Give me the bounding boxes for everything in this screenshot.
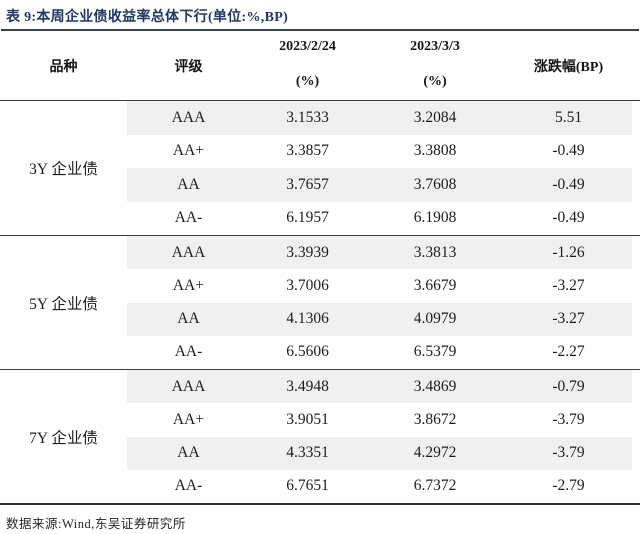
rating-cell: AAA: [171, 108, 206, 126]
data-source-note: 数据来源:Wind,东吴证券研究所: [6, 517, 186, 531]
prev-yield-cell: 6.1957: [286, 209, 329, 227]
table-row: AA 3.7657 3.7608 -0.49: [127, 168, 632, 202]
rating-cell: AA-: [174, 343, 203, 361]
change-bp-cell: -1.26: [552, 243, 585, 261]
prev-yield-cell: 4.3351: [286, 444, 329, 462]
header-date1-value: 2023/2/24: [279, 39, 336, 54]
group-rows: AAA 3.4948 3.4869 -0.79 AA+ 3.9051 3.8672 -3.79…: [127, 370, 640, 503]
curr-yield-cell: 3.3813: [413, 243, 457, 261]
table-row: AAA 3.1533 3.2084 5.51: [127, 101, 632, 135]
table-row: AA+ 3.7006 3.6679 -3.27: [127, 269, 632, 302]
table-row: AA- 6.1957 6.1908 -0.49: [127, 202, 632, 236]
table-header: 品种 评级 2023/2/24 (%) 2023/3/3 (%) 涨跌幅(BP): [0, 31, 640, 101]
bond-group: 3Y 企业债 AAA 3.1533 3.2084 5.51 AA+ 3.3857 3.3808…: [0, 101, 640, 235]
prev-yield-cell: 3.9051: [286, 410, 329, 428]
change-bp-cell: -3.79: [552, 444, 585, 462]
rating-cell: AA+: [172, 142, 205, 160]
variety-label: 7Y 企业债: [0, 370, 127, 503]
table-row: AA- 6.7651 6.7372 -2.79: [127, 470, 632, 503]
table-row: AA 4.1306 4.0979 -3.27: [127, 302, 632, 336]
prev-yield-cell: 3.3857: [286, 142, 329, 160]
curr-yield-cell: 4.2972: [413, 444, 457, 462]
bottom-divider: [0, 503, 640, 505]
header-date1-unit: (%): [295, 74, 320, 89]
change-bp-cell: -0.49: [552, 175, 585, 193]
group-rows: AAA 3.3939 3.3813 -1.26 AA+ 3.7006 3.6679 -3.27…: [127, 236, 640, 369]
change-bp-cell: -3.27: [552, 276, 585, 294]
curr-yield-cell: 3.4869: [413, 377, 457, 395]
change-bp-cell: -0.49: [552, 209, 585, 227]
rating-cell: AA: [177, 444, 200, 462]
table-row: AA- 6.5606 6.5379 -2.27: [127, 336, 632, 369]
table-row: AAA 3.3939 3.3813 -1.26: [127, 236, 632, 270]
bond-group: 7Y 企业债 AAA 3.4948 3.4869 -0.79 AA+ 3.9051 3.867…: [0, 369, 640, 503]
rating-cell: AA+: [172, 410, 205, 428]
curr-yield-cell: 6.5379: [413, 343, 457, 361]
variety-label: 3Y 企业债: [0, 101, 127, 235]
change-bp-cell: -3.79: [552, 410, 585, 428]
bond-group: 5Y 企业债 AAA 3.3939 3.3813 -1.26 AA+ 3.7006 3.667…: [0, 235, 640, 369]
prev-yield-cell: 6.5606: [286, 343, 329, 361]
change-bp-cell: -2.27: [552, 343, 585, 361]
variety-label: 5Y 企业债: [0, 236, 127, 369]
table-row: AA 4.3351 4.2972 -3.79: [127, 436, 632, 470]
rating-cell: AAA: [171, 377, 206, 395]
prev-yield-cell: 3.4948: [286, 377, 329, 395]
header-variety: 品种: [49, 59, 78, 75]
curr-yield-cell: 3.3808: [413, 142, 457, 160]
prev-yield-cell: 4.1306: [286, 310, 329, 328]
header-change: 涨跌幅(BP): [533, 59, 604, 75]
prev-yield-cell: 3.7657: [286, 175, 329, 193]
change-bp-cell: 5.51: [554, 108, 583, 126]
curr-yield-cell: 3.6679: [413, 276, 457, 294]
prev-yield-cell: 3.7006: [286, 276, 329, 294]
rating-cell: AA: [177, 310, 200, 328]
prev-yield-cell: 3.3939: [286, 243, 329, 261]
header-rating: 评级: [174, 59, 203, 75]
change-bp-cell: -2.79: [552, 477, 585, 495]
table-title: 表 9:本周企业债收益率总体下行(单位:%,BP): [6, 10, 289, 25]
rating-cell: AA-: [174, 477, 203, 495]
header-date2-value: 2023/3/3: [410, 39, 460, 54]
change-bp-cell: -0.49: [552, 142, 585, 160]
curr-yield-cell: 3.7608: [413, 175, 457, 193]
header-date1: 2023/2/24 (%): [250, 31, 365, 100]
rating-cell: AA-: [174, 209, 203, 227]
header-date2: 2023/3/3 (%): [365, 31, 505, 100]
header-date2-unit: (%): [423, 74, 447, 89]
title-divider: [1, 29, 639, 31]
curr-yield-cell: 3.2084: [413, 108, 457, 126]
group-rows: AAA 3.1533 3.2084 5.51 AA+ 3.3857 3.3808 -0.49 A…: [127, 101, 640, 235]
rating-cell: AAA: [171, 243, 206, 261]
table-row: AA+ 3.3857 3.3808 -0.49: [127, 135, 632, 169]
prev-yield-cell: 6.7651: [286, 477, 329, 495]
rating-cell: AA: [177, 175, 200, 193]
prev-yield-cell: 3.1533: [286, 108, 329, 126]
table-row: AA+ 3.9051 3.8672 -3.79: [127, 403, 632, 436]
change-bp-cell: -3.27: [552, 310, 585, 328]
table-body: 3Y 企业债 AAA 3.1533 3.2084 5.51 AA+ 3.3857 3.3808…: [0, 101, 640, 503]
curr-yield-cell: 3.8672: [413, 410, 457, 428]
curr-yield-cell: 6.7372: [413, 477, 457, 495]
change-bp-cell: -0.79: [552, 377, 585, 395]
rating-cell: AA+: [172, 276, 205, 294]
curr-yield-cell: 4.0979: [413, 310, 457, 328]
table-row: AAA 3.4948 3.4869 -0.79: [127, 370, 632, 404]
curr-yield-cell: 6.1908: [413, 209, 457, 227]
